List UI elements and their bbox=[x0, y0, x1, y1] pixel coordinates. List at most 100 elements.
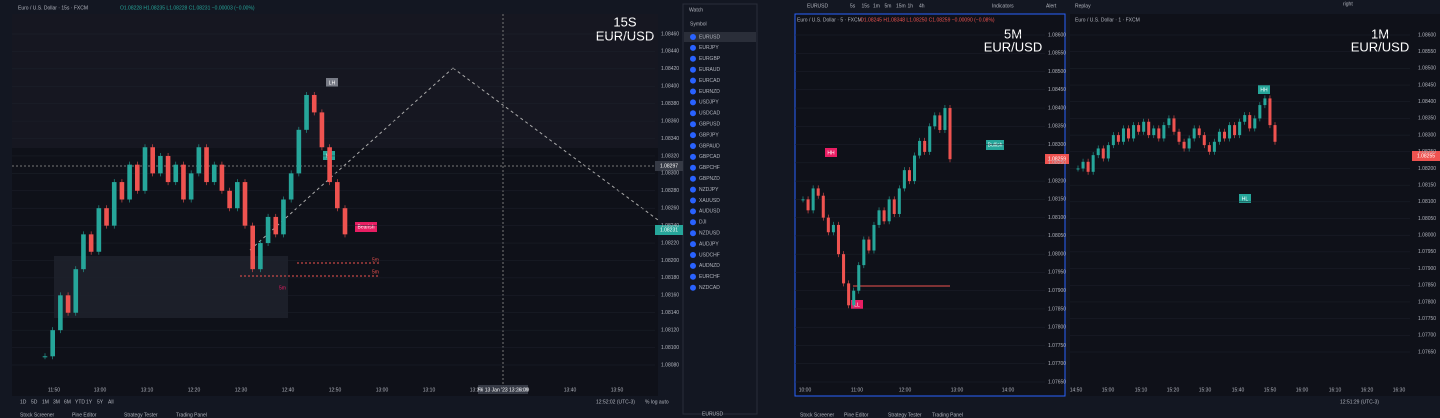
watchlist-symbol[interactable]: EURCHF bbox=[699, 274, 720, 280]
candle bbox=[1101, 148, 1105, 159]
symbol-icon bbox=[690, 208, 696, 215]
x-tick-label: 14:00 bbox=[1002, 387, 1015, 393]
replay-button[interactable]: Replay bbox=[1075, 3, 1091, 9]
range-button[interactable]: 6M bbox=[64, 399, 71, 405]
range-button[interactable]: 1D bbox=[20, 399, 27, 405]
symbol-icon bbox=[690, 55, 696, 62]
y-tick-label: 1.08050 bbox=[1418, 216, 1436, 222]
range-button[interactable]: YTD bbox=[75, 399, 85, 405]
watchlist-symbol[interactable]: AUDUSD bbox=[699, 209, 721, 215]
watchlist-symbol[interactable]: USDCHF bbox=[699, 252, 720, 258]
y-tick-label: 1.07850 bbox=[1418, 283, 1436, 289]
candle bbox=[1228, 125, 1232, 139]
y-tick-label: 1.08500 bbox=[1048, 69, 1066, 75]
layout-name[interactable]: right bbox=[1343, 1, 1353, 7]
watchlist-symbol[interactable]: USDJPY bbox=[699, 100, 719, 106]
watchlist-symbol[interactable]: EURJPY bbox=[699, 45, 719, 51]
symbol-icon bbox=[690, 44, 696, 51]
y-tick-label: 1.07900 bbox=[1048, 288, 1066, 294]
x-tick-label: 13:00 bbox=[94, 387, 107, 393]
y-tick-label: 1.08120 bbox=[661, 327, 679, 333]
bottom-tab[interactable]: Pine Editor bbox=[844, 412, 869, 418]
chart-title: Euro / U.S. Dollar · 15s · FXCM bbox=[18, 5, 88, 11]
watchlist-symbol[interactable]: EURNZD bbox=[699, 89, 720, 95]
range-button[interactable]: 1M bbox=[42, 399, 49, 405]
watchlist-symbol[interactable]: EURGBP bbox=[699, 56, 721, 62]
candle bbox=[304, 94, 309, 130]
footer-symbol[interactable]: EURUSD bbox=[702, 411, 724, 417]
y-tick-label: 1.08150 bbox=[1418, 182, 1436, 188]
top-symbol[interactable]: EURUSD bbox=[807, 3, 829, 9]
y-tick-label: 1.08200 bbox=[661, 258, 679, 264]
candle bbox=[1258, 105, 1262, 119]
bottom-tab[interactable]: Trading Panel bbox=[932, 412, 963, 418]
x-tick-label: 13:20 bbox=[470, 387, 483, 393]
scale-options[interactable]: % log auto bbox=[645, 399, 669, 405]
symbol-icon bbox=[690, 66, 696, 73]
y-tick-label: 1.08400 bbox=[1418, 99, 1436, 105]
symbol-icon bbox=[690, 88, 696, 95]
interval-button[interactable]: 15m bbox=[896, 3, 906, 9]
interval-button[interactable]: 4h bbox=[919, 3, 925, 9]
watchlist-symbol[interactable]: GBPNZD bbox=[699, 176, 720, 182]
watchlist-symbol[interactable]: NZDJPY bbox=[699, 187, 719, 193]
watchlist-symbol[interactable]: GBPCHF bbox=[699, 165, 720, 171]
range-button[interactable]: All bbox=[108, 399, 114, 405]
candle bbox=[801, 199, 805, 201]
symbol-icon bbox=[690, 143, 696, 149]
watchlist-symbol[interactable]: AUDNZD bbox=[699, 263, 720, 269]
range-button[interactable]: 1Y bbox=[86, 399, 93, 405]
bottom-tab[interactable]: Stock Screener bbox=[800, 412, 835, 418]
range-button[interactable]: 3M bbox=[53, 399, 60, 405]
x-tick-label: 13:40 bbox=[564, 387, 577, 393]
candle bbox=[1126, 128, 1131, 139]
price-tag: 1.08255 bbox=[1417, 153, 1435, 159]
interval-button[interactable]: 15s bbox=[862, 3, 871, 9]
interval-button[interactable]: 1h bbox=[908, 3, 914, 9]
bottom-tab[interactable]: Pine Editor bbox=[72, 412, 97, 418]
annotation: Bearish bbox=[358, 224, 375, 230]
candle bbox=[227, 190, 232, 209]
watchlist-symbol[interactable]: XAUUSD bbox=[699, 198, 720, 204]
watchlist-symbol[interactable]: DJI bbox=[699, 220, 707, 226]
candle bbox=[928, 126, 932, 152]
watchlist-symbol[interactable]: AUDJPY bbox=[699, 241, 719, 247]
watchlist-symbol[interactable]: GBPUSD bbox=[699, 122, 721, 128]
candle bbox=[1207, 145, 1211, 152]
symbol-icon bbox=[690, 219, 696, 226]
watchlist-symbol[interactable]: GBPCAD bbox=[699, 154, 721, 160]
symbol-icon bbox=[690, 197, 696, 204]
watchlist-symbol[interactable]: NZDCAD bbox=[699, 285, 720, 291]
alert-button[interactable]: Alert bbox=[1046, 3, 1057, 9]
indicators-button[interactable]: Indicators bbox=[992, 3, 1014, 9]
watchlist-symbol[interactable]: EURUSD bbox=[699, 34, 721, 40]
watchlist-symbol[interactable]: EURCAD bbox=[699, 78, 721, 84]
range-button[interactable]: 5D bbox=[31, 399, 38, 405]
watchlist-symbol[interactable]: GBPAUD bbox=[699, 143, 720, 149]
range-button[interactable]: 5Y bbox=[97, 399, 104, 405]
candle bbox=[1182, 141, 1186, 149]
price-tag-bg bbox=[655, 225, 683, 235]
candle bbox=[1263, 98, 1267, 106]
interval-button[interactable]: 5m bbox=[885, 3, 892, 9]
candle bbox=[188, 173, 194, 200]
y-tick-label: 1.08340 bbox=[661, 136, 679, 142]
bottom-tab[interactable]: Stock Screener bbox=[20, 412, 55, 418]
watchlist-symbol[interactable]: NZDUSD bbox=[699, 231, 720, 237]
watchlist-symbol[interactable]: USDCAD bbox=[699, 111, 721, 117]
candle bbox=[1212, 141, 1216, 152]
symbol-label: EUR/USD bbox=[596, 28, 655, 43]
bottom-tab[interactable]: Strategy Tester bbox=[888, 412, 922, 418]
x-tick-label: 15:00 bbox=[1102, 387, 1115, 393]
bottom-tab[interactable]: Strategy Tester bbox=[124, 412, 158, 418]
y-tick-label: 1.07800 bbox=[1418, 299, 1436, 305]
symbol-icon bbox=[690, 110, 696, 117]
candle bbox=[204, 147, 209, 183]
watch-header[interactable]: Watch bbox=[689, 7, 703, 13]
watchlist-symbol[interactable]: EURAUD bbox=[699, 67, 721, 73]
candle bbox=[1187, 138, 1191, 149]
interval-button[interactable]: 5s bbox=[850, 3, 856, 9]
watchlist-symbol[interactable]: GBPJPY bbox=[699, 132, 719, 138]
interval-button[interactable]: 1m bbox=[873, 3, 880, 9]
bottom-tab[interactable]: Trading Panel bbox=[176, 412, 207, 418]
